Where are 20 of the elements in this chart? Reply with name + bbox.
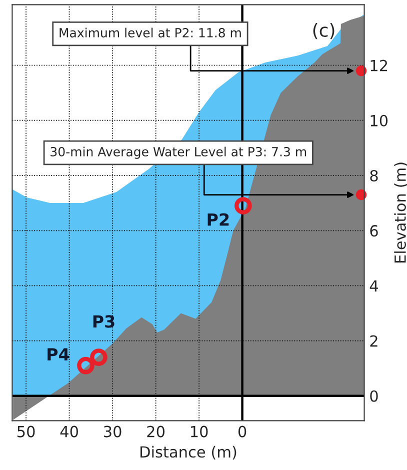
y-tick-label: 12: [370, 60, 388, 72]
annotation: P2: [208, 213, 229, 226]
y-tick-label: 2: [370, 335, 378, 347]
annotation: Maximum level at P2: 11.8 m: [60, 28, 241, 38]
x-axis-title: Distance (m): [140, 446, 236, 460]
annotation: (c): [313, 23, 334, 40]
x-tick-label: 40: [60, 426, 78, 438]
y-tick-label: 8: [370, 170, 378, 182]
annotation: P3: [93, 315, 114, 328]
x-tick-label: 0: [238, 426, 246, 438]
y-tick-label: 0: [370, 390, 378, 402]
annotation: P4: [48, 348, 70, 360]
x-tick-label: 50: [18, 426, 35, 438]
x-tick-label: 10: [191, 426, 208, 438]
y-tick-label: 4: [370, 280, 378, 292]
x-tick-label: 20: [147, 426, 165, 438]
y-tick-label: 6: [370, 225, 378, 237]
x-tick-label: 30: [104, 426, 122, 438]
y-tick-label: 10: [370, 114, 388, 126]
annotation: 30-min Average Water Level at P3: 7.3 m: [50, 146, 306, 159]
